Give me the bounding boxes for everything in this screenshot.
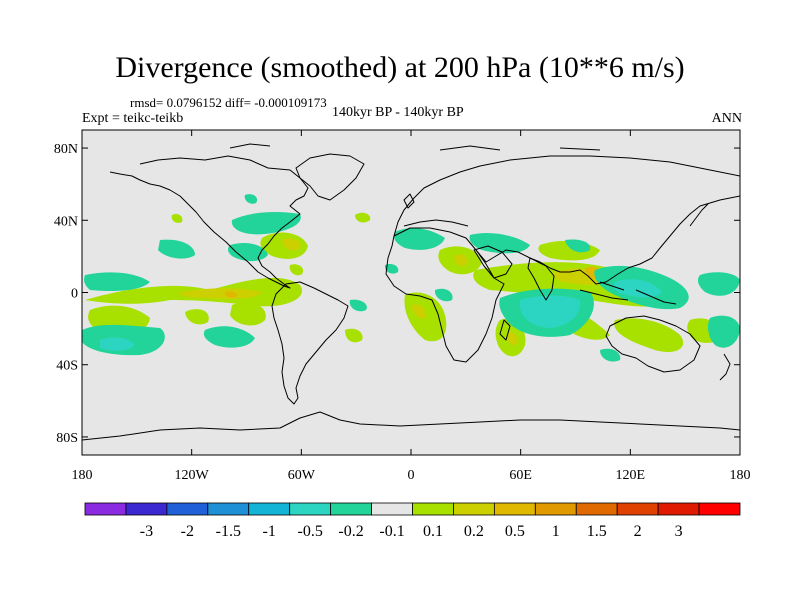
colorbar-label: -2 <box>181 523 194 540</box>
colorbar-label: -1.5 <box>216 523 241 540</box>
lat-tick-label: 40N <box>54 214 78 229</box>
colorbar-swatch <box>616 502 659 516</box>
colorbar-label: 0.5 <box>505 523 525 540</box>
divergence-field <box>82 194 740 362</box>
lat-tick-label: 40S <box>56 359 78 374</box>
lon-tick-label: 120E <box>616 468 646 483</box>
colorbar-swatch <box>248 502 291 516</box>
coast-eurasia <box>393 155 740 285</box>
lon-tick-label: 60W <box>288 468 316 483</box>
colorbar-swatch <box>534 502 577 516</box>
coast-uk <box>403 193 415 209</box>
coast-africa <box>385 227 505 363</box>
colorbar-swatch <box>575 502 618 516</box>
coast-new-zealand <box>719 353 731 381</box>
coast-japan <box>689 203 709 227</box>
colorbar-swatch <box>412 502 454 516</box>
colorbar-label: 1 <box>552 523 560 540</box>
colorbar-swatch <box>698 502 741 516</box>
colorbar-swatch <box>453 502 495 516</box>
coast-antarctica <box>82 411 740 441</box>
coast-mediterranean <box>403 219 469 227</box>
season-label: ANN <box>711 111 742 126</box>
colorbar-label: -1 <box>263 523 276 540</box>
longitude-axis: 180 120W 60W 0 60E 120E 180 <box>72 130 751 483</box>
coast-madagascar <box>499 319 511 341</box>
lon-tick-label: 60E <box>509 468 532 483</box>
lat-tick-label: 0 <box>71 287 78 302</box>
plot-title: Divergence (smoothed) at 200 hPa (10**6 … <box>115 51 685 84</box>
coast-greenland <box>295 153 365 201</box>
coast-south-america <box>271 281 349 405</box>
colorbar-label: 0.2 <box>464 523 484 540</box>
period-label: 140kyr BP - 140kyr BP <box>332 105 464 120</box>
colorbar-swatch <box>125 502 168 516</box>
colorbar-swatch <box>493 502 536 516</box>
colorbar-swatch <box>371 502 413 516</box>
lon-tick-label: 180 <box>72 468 93 483</box>
experiment-label: Expt = teikc-teikb <box>82 111 184 126</box>
coast-indonesia <box>579 281 677 305</box>
colorbar-label: 2 <box>634 523 642 540</box>
colorbar: -3 -2 -1.5 -1 -0.5 -0.2 -0.1 0.1 0.2 0.5 1 1.5 2 3 <box>84 502 741 540</box>
coast-india <box>527 257 555 301</box>
colorbar-label: -0.5 <box>297 523 322 540</box>
negative-divergence-mid <box>100 279 662 351</box>
lat-tick-label: 80N <box>54 142 78 157</box>
colorbar-swatch <box>207 502 250 516</box>
latitude-axis: 80N 40N 0 40S 80S <box>54 142 740 446</box>
colorbar-swatch <box>84 502 127 516</box>
coastlines <box>82 143 740 441</box>
colorbar-label: 3 <box>675 523 683 540</box>
lon-tick-label: 0 <box>408 468 415 483</box>
colorbar-swatch <box>166 502 209 516</box>
colorbar-label: 1.5 <box>587 523 607 540</box>
colorbar-label: -0.1 <box>379 523 404 540</box>
coast-australia <box>605 315 701 373</box>
coast-arabia <box>473 245 513 279</box>
lat-tick-label: 80S <box>56 431 78 446</box>
colorbar-swatch <box>657 502 700 516</box>
lon-tick-label: 120W <box>175 468 210 483</box>
coast-arctic-islands <box>229 143 601 151</box>
colorbar-label: -3 <box>140 523 153 540</box>
stats-label: rmsd= 0.0796152 diff= -0.000109173 <box>130 95 327 110</box>
coast-north-america <box>109 155 309 289</box>
colorbar-swatch <box>289 502 332 516</box>
colorbar-label: -0.2 <box>338 523 363 540</box>
colorbar-swatch <box>330 502 372 516</box>
lon-tick-label: 180 <box>730 468 751 483</box>
colorbar-label: 0.1 <box>423 523 443 540</box>
